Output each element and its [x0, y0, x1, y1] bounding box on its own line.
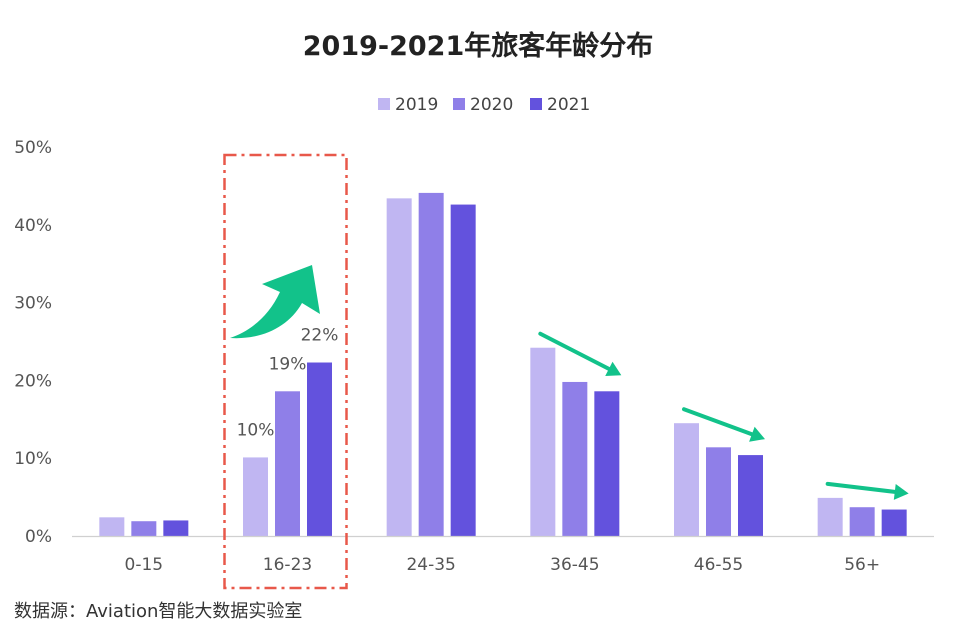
x-tick-label: 36-45	[550, 555, 599, 575]
trend-down-arrowhead-56+	[893, 483, 909, 500]
bar-0-15-2020	[131, 521, 157, 536]
chart-title: 2019-2021年旅客年龄分布	[303, 30, 654, 62]
bar-36-45-2019	[530, 347, 556, 536]
y-axis: 0% 10% 20% 30% 40% 50%	[14, 138, 52, 547]
legend-swatch-2019	[378, 98, 390, 110]
bar-56+-2020	[849, 507, 875, 536]
bars	[99, 192, 907, 537]
y-tick-label: 50%	[14, 138, 52, 158]
data-label: 22%	[301, 326, 339, 346]
y-tick-label: 20%	[14, 371, 52, 391]
trend-up-arrow	[230, 265, 320, 339]
bar-24-35-2021	[450, 204, 476, 536]
bar-36-45-2021	[594, 391, 620, 536]
legend-swatch-2020	[453, 98, 465, 110]
data-labels: 10% 19% 22%	[237, 326, 339, 441]
data-label: 10%	[237, 420, 275, 440]
bar-46-55-2020	[706, 447, 731, 536]
y-tick-label: 10%	[14, 449, 52, 469]
trend-down-arrowhead-46-55	[749, 426, 765, 442]
x-axis: 0-15 16-23 24-35 36-45 46-55 56+	[72, 535, 934, 575]
legend-label-2021: 2021	[547, 95, 590, 115]
x-tick-label: 56+	[844, 555, 880, 575]
bar-24-35-2019	[386, 198, 412, 536]
trend-down-arrowhead-36-45	[605, 361, 622, 377]
trend-down-arrow-56+	[825, 481, 897, 494]
x-tick-label: 24-35	[406, 555, 455, 575]
y-tick-label: 30%	[14, 294, 52, 314]
bar-16-23-2019	[243, 457, 268, 536]
trend-down-arrow-36-45	[538, 331, 611, 371]
data-label: 19%	[269, 354, 307, 374]
bar-56+-2019	[817, 497, 843, 536]
bar-16-23-2020	[275, 391, 300, 536]
bar-16-23-2021	[307, 362, 332, 536]
legend-label-2020: 2020	[470, 95, 513, 115]
legend-swatch-2021	[530, 98, 542, 110]
bar-0-15-2021	[163, 520, 189, 536]
x-tick-label: 46-55	[694, 555, 743, 575]
legend-label-2019: 2019	[395, 95, 438, 115]
x-tick-label: 16-23	[263, 555, 312, 575]
bar-24-35-2020	[418, 192, 444, 537]
bar-46-55-2019	[674, 423, 699, 536]
trend-down-arrow-46-55	[682, 407, 754, 437]
bar-56+-2021	[881, 509, 907, 536]
y-tick-label: 40%	[14, 216, 52, 236]
y-tick-label: 0%	[25, 527, 52, 547]
highlight-box	[223, 153, 348, 590]
source-note: 数据源：Aviation智能大数据实验室	[14, 601, 302, 622]
legend: 2019 2020 2021	[378, 95, 590, 115]
annotations	[223, 153, 909, 590]
x-tick-label: 0-15	[125, 555, 164, 575]
bar-46-55-2021	[738, 455, 763, 536]
bar-36-45-2020	[562, 381, 588, 536]
bar-0-15-2019	[99, 517, 125, 536]
